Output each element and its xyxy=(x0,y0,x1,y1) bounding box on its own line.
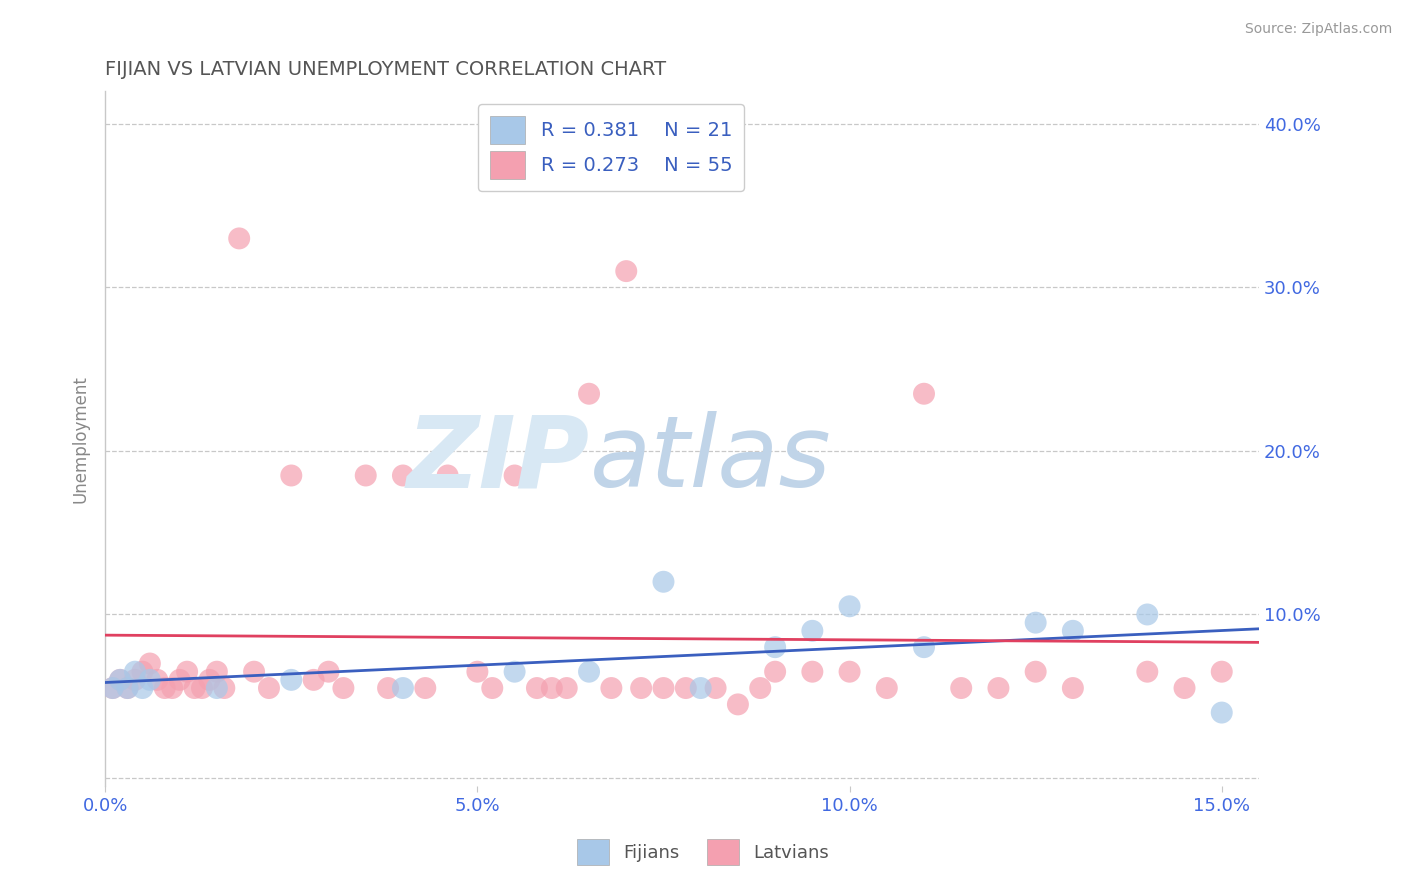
Point xyxy=(392,681,415,695)
Point xyxy=(101,681,124,695)
Point xyxy=(436,468,458,483)
Point xyxy=(243,665,266,679)
Point xyxy=(153,681,176,695)
Point xyxy=(600,681,623,695)
Point xyxy=(332,681,354,695)
Point xyxy=(191,681,214,695)
Point xyxy=(876,681,898,695)
Text: FIJIAN VS LATVIAN UNEMPLOYMENT CORRELATION CHART: FIJIAN VS LATVIAN UNEMPLOYMENT CORRELATI… xyxy=(105,60,666,78)
Text: Source: ZipAtlas.com: Source: ZipAtlas.com xyxy=(1244,22,1392,37)
Point xyxy=(652,574,675,589)
Point xyxy=(526,681,548,695)
Point xyxy=(1062,681,1084,695)
Point xyxy=(176,665,198,679)
Point xyxy=(108,673,131,687)
Point xyxy=(763,640,786,655)
Point xyxy=(139,673,162,687)
Point xyxy=(124,665,146,679)
Point xyxy=(652,681,675,695)
Point xyxy=(1025,665,1047,679)
Point xyxy=(987,681,1010,695)
Point xyxy=(1136,665,1159,679)
Point xyxy=(198,673,221,687)
Point xyxy=(704,681,727,695)
Point xyxy=(131,665,153,679)
Point xyxy=(108,673,131,687)
Point xyxy=(169,673,191,687)
Point xyxy=(214,681,236,695)
Point xyxy=(257,681,280,695)
Point xyxy=(392,468,415,483)
Legend: Fijians, Latvians: Fijians, Latvians xyxy=(568,830,838,874)
Point xyxy=(1173,681,1195,695)
Point xyxy=(555,681,578,695)
Point xyxy=(614,264,637,278)
Point xyxy=(205,665,228,679)
Point xyxy=(124,673,146,687)
Point xyxy=(101,681,124,695)
Point xyxy=(280,673,302,687)
Point xyxy=(1062,624,1084,638)
Point xyxy=(912,640,935,655)
Legend: R = 0.381    N = 21, R = 0.273    N = 55: R = 0.381 N = 21, R = 0.273 N = 55 xyxy=(478,104,744,191)
Point xyxy=(205,681,228,695)
Point xyxy=(727,698,749,712)
Point xyxy=(503,665,526,679)
Point xyxy=(183,681,205,695)
Point xyxy=(117,681,139,695)
Point xyxy=(578,665,600,679)
Point xyxy=(578,386,600,401)
Point xyxy=(146,673,169,687)
Point xyxy=(838,665,860,679)
Point xyxy=(1136,607,1159,622)
Point xyxy=(1025,615,1047,630)
Point xyxy=(689,681,711,695)
Y-axis label: Unemployment: Unemployment xyxy=(72,375,89,503)
Point xyxy=(117,681,139,695)
Point xyxy=(467,665,489,679)
Point xyxy=(354,468,377,483)
Point xyxy=(413,681,436,695)
Point xyxy=(950,681,973,695)
Point xyxy=(675,681,697,695)
Point xyxy=(377,681,399,695)
Point xyxy=(912,386,935,401)
Point xyxy=(630,681,652,695)
Point xyxy=(302,673,325,687)
Text: atlas: atlas xyxy=(589,411,831,508)
Point xyxy=(801,624,824,638)
Point xyxy=(160,681,183,695)
Point xyxy=(540,681,562,695)
Point xyxy=(503,468,526,483)
Point xyxy=(228,231,250,245)
Point xyxy=(1211,665,1233,679)
Point xyxy=(318,665,340,679)
Point xyxy=(481,681,503,695)
Point xyxy=(838,599,860,614)
Point xyxy=(131,681,153,695)
Point xyxy=(749,681,772,695)
Point xyxy=(763,665,786,679)
Point xyxy=(139,657,162,671)
Point xyxy=(1211,706,1233,720)
Text: ZIP: ZIP xyxy=(406,411,589,508)
Point xyxy=(801,665,824,679)
Point xyxy=(280,468,302,483)
